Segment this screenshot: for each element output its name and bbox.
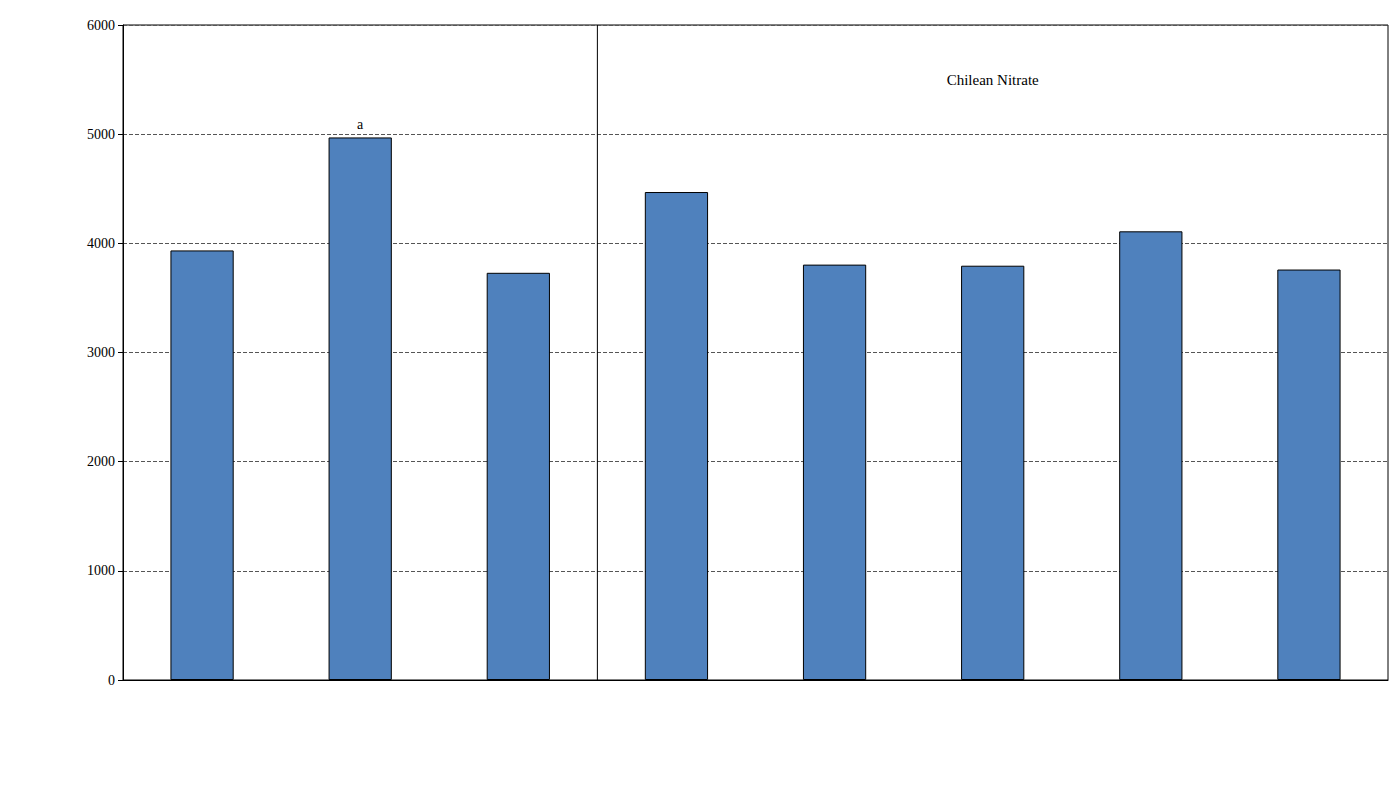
svg-text:1000: 1000 [87,563,115,578]
svg-text:a: a [357,117,364,132]
svg-text:0: 0 [108,673,115,688]
svg-text:4000: 4000 [87,236,115,251]
svg-text:6000: 6000 [87,18,115,33]
svg-text:Chilean Nitrate: Chilean Nitrate [947,72,1039,88]
svg-text:3000: 3000 [87,345,115,360]
svg-text:5000: 5000 [87,127,115,142]
svg-text:2000: 2000 [87,454,115,469]
